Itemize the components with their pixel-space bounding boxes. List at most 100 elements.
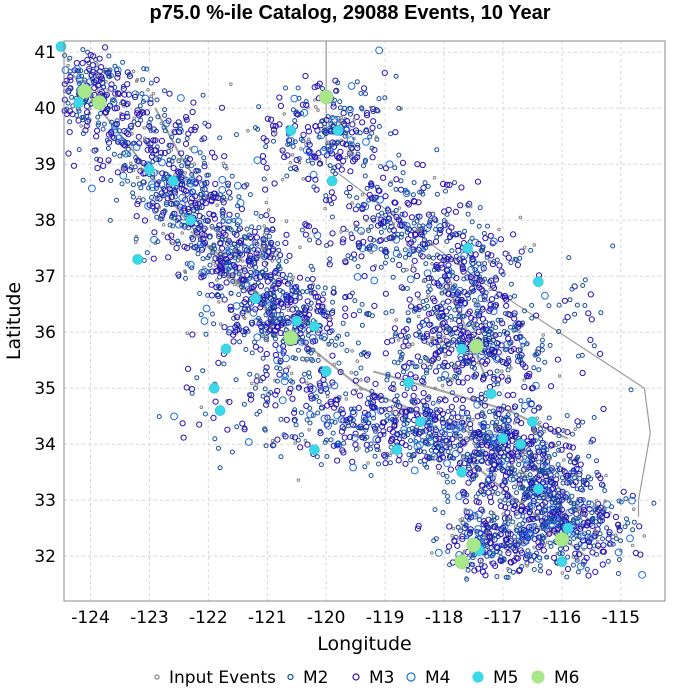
m2-marker: [382, 224, 388, 230]
legend-label: M3: [369, 668, 394, 688]
m2-marker: [444, 473, 450, 479]
input-event-marker: [291, 275, 296, 280]
m2-marker: [253, 210, 259, 216]
m3-marker: [587, 336, 594, 343]
m2-marker: [280, 289, 286, 295]
m2-marker: [428, 341, 434, 347]
m3-marker: [454, 242, 461, 250]
m4-marker: [542, 462, 551, 471]
m3-marker: [518, 248, 525, 255]
m3-marker: [419, 377, 426, 385]
m3-marker: [539, 517, 546, 525]
m2-marker: [306, 370, 312, 376]
m3-marker: [442, 397, 449, 404]
m2-marker: [327, 163, 333, 169]
y-tick-label: 33: [34, 491, 56, 511]
m3-marker: [114, 74, 121, 81]
input-event-marker: [359, 387, 363, 391]
m2-marker: [383, 237, 389, 243]
m3-marker: [500, 542, 507, 549]
input-event-marker: [573, 427, 577, 432]
input-event-marker: [394, 318, 398, 322]
m3-marker: [234, 314, 241, 321]
m3-marker: [124, 113, 131, 120]
m3-marker: [459, 379, 466, 386]
m2-marker: [440, 300, 446, 306]
input-event-marker: [215, 203, 219, 207]
m3-marker: [414, 525, 421, 532]
m3-marker: [196, 421, 203, 428]
m3-marker: [265, 309, 272, 316]
m3-marker: [375, 187, 382, 194]
m2-marker: [307, 405, 313, 411]
m4-marker: [392, 249, 401, 258]
m2-marker: [452, 316, 458, 322]
m2-marker: [325, 114, 331, 120]
m2-marker: [484, 543, 490, 549]
m3-marker: [469, 255, 476, 262]
m2-marker: [445, 449, 451, 455]
m3-marker: [462, 498, 469, 505]
m3-marker: [267, 254, 274, 261]
m3-marker: [429, 327, 437, 335]
m2-marker: [323, 437, 329, 443]
m2-marker: [247, 371, 253, 377]
m4-marker: [452, 425, 461, 434]
m4-marker: [470, 511, 479, 520]
m3-marker: [99, 176, 106, 183]
m3-marker: [115, 90, 122, 98]
m3-marker: [386, 406, 393, 413]
m2-marker: [210, 250, 216, 255]
m4-marker: [487, 550, 496, 559]
m2-marker: [493, 325, 499, 330]
m3-marker: [152, 137, 159, 144]
m2-marker: [504, 426, 510, 432]
input-event-marker: [159, 121, 164, 126]
m2-marker: [389, 308, 395, 314]
m2-marker: [476, 517, 482, 523]
m2-marker: [359, 105, 364, 111]
m2-marker: [390, 381, 396, 387]
m3-marker: [512, 546, 519, 554]
input-event-marker: [520, 500, 525, 504]
input-event-marker: [488, 287, 493, 292]
m3-marker: [487, 232, 494, 239]
m4-marker: [297, 338, 306, 346]
m2-marker: [328, 437, 334, 443]
m2-marker: [422, 180, 428, 186]
m3-marker: [114, 90, 122, 97]
m2-marker: [359, 301, 365, 307]
input-event-marker: [369, 105, 373, 110]
m2-marker: [376, 461, 381, 467]
m6-marker: [454, 554, 470, 570]
m2-marker: [141, 66, 147, 72]
m3-marker: [488, 346, 496, 353]
m3-marker: [180, 434, 187, 441]
m3-marker: [577, 461, 584, 468]
m2-marker: [342, 294, 348, 300]
input-event-marker: [151, 91, 156, 96]
m2-marker: [369, 130, 375, 136]
m5-marker: [391, 444, 403, 456]
m2-marker: [411, 248, 417, 254]
m4-marker: [576, 499, 585, 508]
input-event-marker: [410, 237, 414, 241]
m2-marker: [310, 347, 316, 353]
m3-marker: [503, 302, 510, 309]
m3-marker: [193, 229, 201, 236]
m3-marker: [505, 549, 512, 557]
m3-marker: [529, 479, 536, 487]
legend: Input Events M2 M3 M4 M5 M6: [154, 668, 579, 688]
m2-marker: [396, 105, 402, 111]
m3-marker: [252, 343, 259, 350]
m5-marker: [214, 405, 226, 416]
m3-marker: [229, 272, 236, 279]
input-event-marker: [522, 245, 527, 250]
m3-marker: [431, 416, 438, 423]
m2-marker: [125, 178, 131, 184]
m3-marker: [333, 87, 340, 94]
input-event-marker: [430, 338, 434, 343]
m3-marker: [279, 319, 286, 326]
m2-marker: [436, 451, 442, 457]
m3-marker: [421, 337, 428, 344]
